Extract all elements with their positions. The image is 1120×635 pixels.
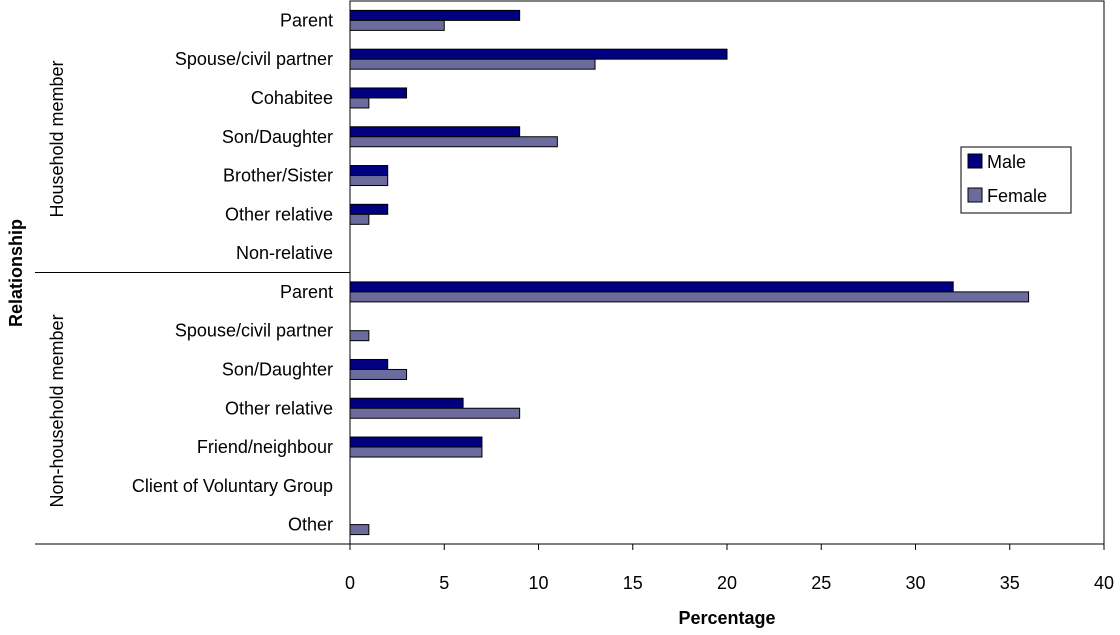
- category-label: Cohabitee: [251, 88, 333, 108]
- group-label-household: Household member: [47, 60, 67, 217]
- group-dividers: [35, 272, 350, 545]
- bar-female: [349, 58, 596, 70]
- legend-label-male: Male: [987, 152, 1026, 172]
- x-axis-title: Percentage: [678, 608, 775, 628]
- x-tick-label: 30: [905, 573, 925, 593]
- category-label: Parent: [280, 282, 333, 302]
- category-label: Son/Daughter: [222, 359, 333, 379]
- bar-male: [349, 9, 521, 21]
- group-label-non-household: Non-household member: [47, 314, 67, 507]
- bar-female: [349, 291, 1030, 303]
- bar-female: [349, 175, 389, 187]
- legend-swatch-male: [967, 153, 983, 169]
- category-label: Brother/Sister: [223, 166, 333, 186]
- category-label: Friend/neighbour: [197, 437, 333, 457]
- bar-female: [349, 524, 370, 536]
- bar-male: [349, 126, 521, 138]
- x-tick-label: 40: [1094, 573, 1114, 593]
- category-label: Son/Daughter: [222, 127, 333, 147]
- bar-female: [349, 136, 558, 148]
- bar-female: [349, 407, 521, 419]
- category-label: Spouse/civil partner: [175, 321, 333, 341]
- bar-male: [349, 48, 728, 60]
- category-label: Other: [288, 515, 333, 535]
- x-tick-label: 0: [345, 573, 355, 593]
- bar-male: [349, 87, 408, 99]
- bar-male: [349, 358, 389, 370]
- bars-layer: [349, 9, 1030, 536]
- bar-female: [349, 368, 408, 380]
- bar-female: [349, 446, 483, 458]
- x-tick-label: 15: [623, 573, 643, 593]
- category-label: Non-relative: [236, 243, 333, 263]
- category-labels: Parent Spouse/civil partner Cohabitee Son/D…: [132, 10, 333, 534]
- x-tick-label: 5: [439, 573, 449, 593]
- x-tick-label: 20: [717, 573, 737, 593]
- category-label: Other relative: [225, 398, 333, 418]
- legend-label-female: Female: [987, 186, 1047, 206]
- x-tick-label: 35: [1000, 573, 1020, 593]
- category-label: Client of Voluntary Group: [132, 476, 333, 496]
- bar-female: [349, 330, 370, 342]
- bar-male: [349, 203, 389, 215]
- x-axis-ticks: 0 5 10 15 20 25 30 35 40: [345, 544, 1114, 593]
- legend-swatch-female: [967, 187, 983, 203]
- legend: Male Female: [960, 146, 1072, 214]
- bar-female: [349, 213, 370, 225]
- bar-male: [349, 397, 464, 409]
- x-tick-label: 25: [811, 573, 831, 593]
- category-label: Parent: [280, 10, 333, 30]
- bar-female: [349, 19, 445, 31]
- category-label: Spouse/civil partner: [175, 49, 333, 69]
- bar-male: [349, 281, 954, 293]
- bar-male: [349, 165, 389, 177]
- y-axis-title: Relationship: [6, 219, 26, 327]
- plot-area: [349, 0, 1105, 545]
- x-tick-label: 10: [528, 573, 548, 593]
- category-label: Other relative: [225, 204, 333, 224]
- bar-female: [349, 97, 370, 109]
- bar-male: [349, 436, 483, 448]
